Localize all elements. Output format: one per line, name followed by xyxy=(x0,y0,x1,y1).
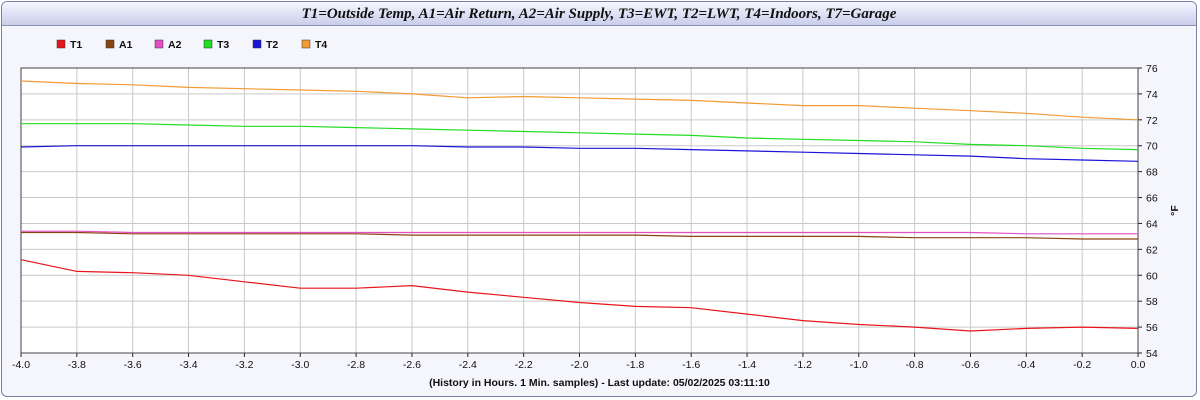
y-tick-label: 54 xyxy=(1146,348,1158,360)
legend-swatch-t4 xyxy=(301,39,311,49)
y-tick-label: 56 xyxy=(1146,322,1158,334)
x-tick-label: -3.4 xyxy=(180,359,198,371)
series-line-t3 xyxy=(21,123,1139,151)
x-tick-label: -1.0 xyxy=(850,359,868,371)
x-axis-label: (History in Hours. 1 Min. samples) - Las… xyxy=(429,377,770,389)
x-tick-label: -2.8 xyxy=(347,359,365,371)
legend-label-t1: T1 xyxy=(70,39,82,51)
legend-label-a2: A2 xyxy=(168,39,182,51)
x-tick-label: -2.0 xyxy=(570,359,588,371)
legend-label-a1: A1 xyxy=(119,39,133,51)
x-tick-label: 0.0 xyxy=(1131,359,1146,371)
chart-title-bar: T1=Outside Temp, A1=Air Return, A2=Air S… xyxy=(2,2,1196,26)
legend-swatch-a2 xyxy=(154,39,164,49)
x-tick-label: -3.2 xyxy=(235,359,253,371)
y-tick-label: 62 xyxy=(1146,244,1158,256)
series-line-t4 xyxy=(20,80,1139,121)
x-tick-label: -3.8 xyxy=(68,359,86,371)
x-tick-label: -1.2 xyxy=(794,359,812,371)
legend-label-t2: T2 xyxy=(266,39,278,51)
series-line-t2 xyxy=(20,145,1139,162)
chart-title: T1=Outside Temp, A1=Air Return, A2=Air S… xyxy=(301,6,897,22)
y-tick-label: 74 xyxy=(1146,89,1158,101)
y-tick-label: 76 xyxy=(1146,63,1158,75)
y-tick-label: 66 xyxy=(1146,193,1158,205)
x-tick-label: -3.0 xyxy=(291,359,309,371)
y-tick-label: 68 xyxy=(1146,167,1158,179)
y-tick-label: 58 xyxy=(1146,296,1158,308)
x-tick-label: -2.4 xyxy=(459,359,477,371)
series-line-t1 xyxy=(20,259,1139,332)
y-axis-label: °F xyxy=(1169,205,1181,216)
legend-label-t4: T4 xyxy=(315,39,327,51)
series-line-a1 xyxy=(21,231,1138,240)
x-tick-label: -0.4 xyxy=(1017,359,1035,371)
x-tick-label: -0.2 xyxy=(1073,359,1091,371)
y-tick-label: 72 xyxy=(1146,115,1158,127)
legend-label-t3: T3 xyxy=(217,39,229,51)
y-tick-label: 60 xyxy=(1146,270,1158,282)
x-tick-label: -0.8 xyxy=(906,359,924,371)
x-tick-label: -4.0 xyxy=(12,359,30,371)
x-tick-label: -1.8 xyxy=(626,359,644,371)
x-tick-label: -1.4 xyxy=(738,359,756,371)
x-tick-label: -2.6 xyxy=(403,359,421,371)
x-tick-label: -3.6 xyxy=(124,359,142,371)
y-tick-label: 64 xyxy=(1146,218,1158,230)
y-tick-label: 70 xyxy=(1146,141,1158,153)
series-line-a2 xyxy=(21,230,1138,235)
plot-border xyxy=(20,67,1139,354)
legend-swatch-t2 xyxy=(252,39,262,49)
x-tick-label: -0.6 xyxy=(961,359,979,371)
legend-swatch-t3 xyxy=(203,39,213,49)
legend-swatch-t1 xyxy=(56,39,66,49)
legend-swatch-a1 xyxy=(105,39,115,49)
x-tick-label: -2.2 xyxy=(515,359,533,371)
x-tick-label: -1.6 xyxy=(682,359,700,371)
